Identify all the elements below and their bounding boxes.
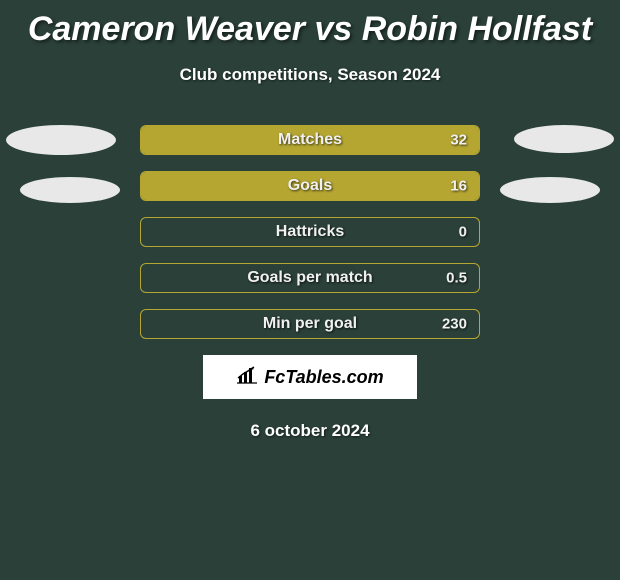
fctables-logo: FcTables.com [203, 355, 417, 399]
bar-row-matches: Matches 32 [140, 125, 480, 155]
bar-value: 0.5 [446, 270, 467, 287]
bar-value: 16 [450, 178, 467, 195]
bar-label: Matches [278, 131, 342, 149]
logo-text: FcTables.com [264, 367, 383, 388]
bar-value: 0 [459, 224, 467, 241]
bar-row-hattricks: Hattricks 0 [140, 217, 480, 247]
player-right-ellipse-2 [500, 177, 600, 203]
subtitle: Club competitions, Season 2024 [0, 65, 620, 85]
bar-row-goals-per-match: Goals per match 0.5 [140, 263, 480, 293]
bar-value: 230 [442, 316, 467, 333]
player-left-ellipse-2 [20, 177, 120, 203]
player-right-ellipse-1 [514, 125, 614, 153]
bar-label: Goals [288, 177, 332, 195]
bar-chart-icon [236, 366, 258, 389]
bar-label: Min per goal [263, 315, 357, 333]
page-title: Cameron Weaver vs Robin Hollfast [0, 0, 620, 49]
bar-row-min-per-goal: Min per goal 230 [140, 309, 480, 339]
player-left-ellipse-1 [6, 125, 116, 155]
bar-label: Goals per match [247, 269, 372, 287]
date-label: 6 october 2024 [0, 421, 620, 441]
bar-label: Hattricks [276, 223, 344, 241]
bar-row-goals: Goals 16 [140, 171, 480, 201]
comparison-chart: Matches 32 Goals 16 Hattricks 0 Goals pe… [0, 125, 620, 441]
bar-value: 32 [450, 132, 467, 149]
